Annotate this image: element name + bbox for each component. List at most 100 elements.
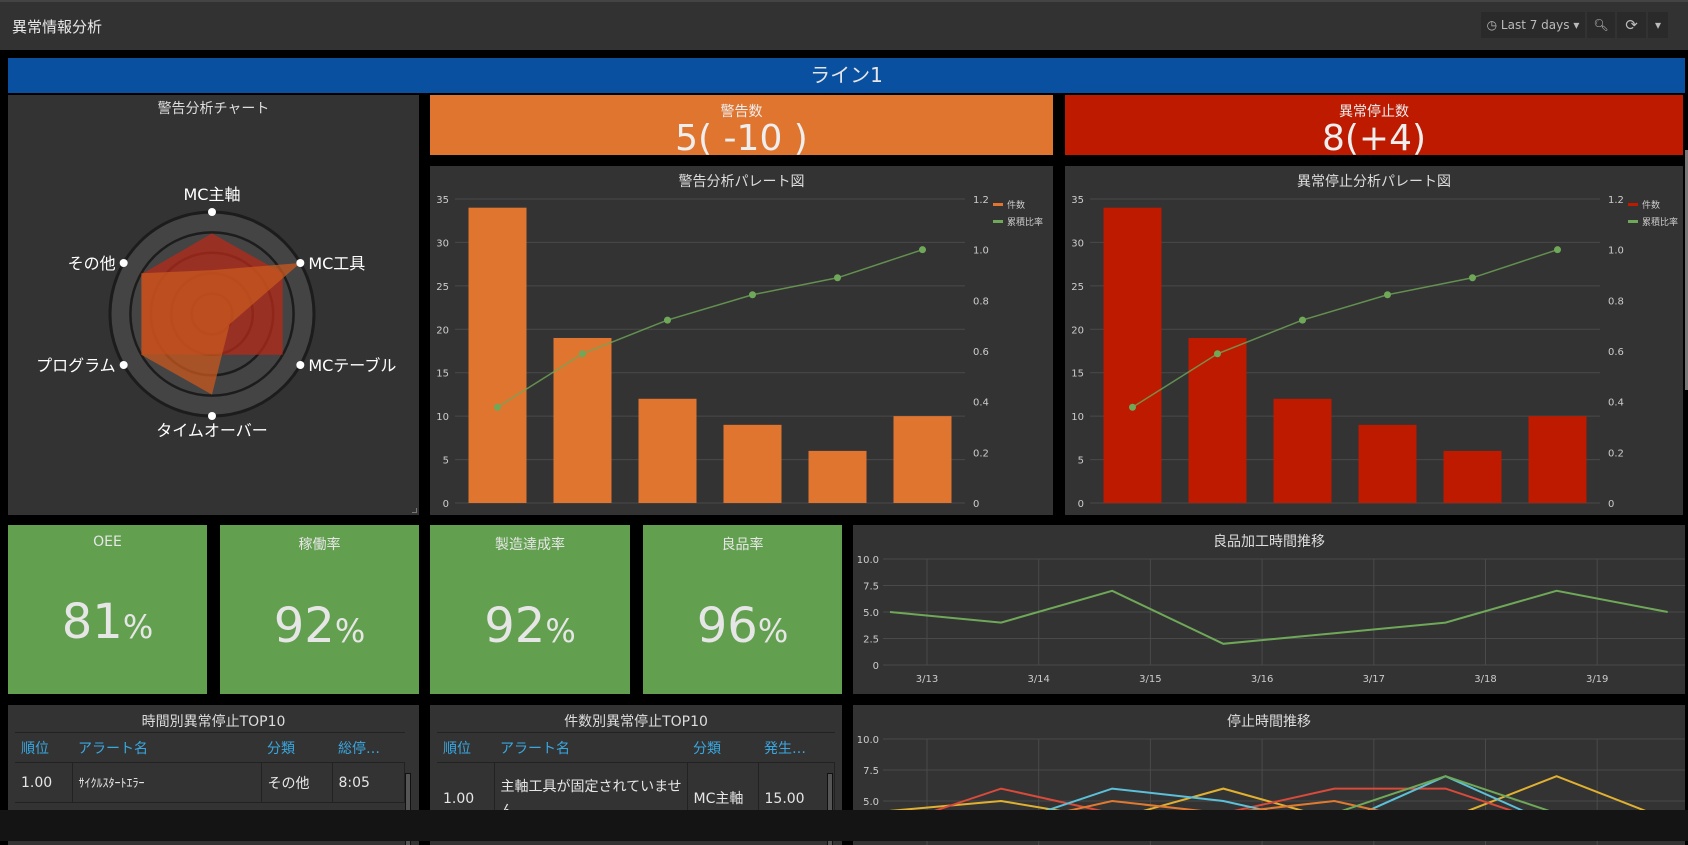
kpi-oee: OEE 81% <box>8 525 207 694</box>
legend-swatch <box>1628 203 1638 206</box>
cumulative-point <box>494 403 501 411</box>
table-row[interactable]: 1.00 ｻｲｸﾙｽﾀｰﾄｴﾗｰ その他 8:05 <box>15 762 405 803</box>
radar-axis-label: プログラム <box>36 356 116 375</box>
radar-axis-point <box>208 412 216 420</box>
y2-tick-label: 0.8 <box>973 296 989 307</box>
cumulative-point <box>1384 291 1391 299</box>
y2-tick-label: 0.8 <box>1608 296 1624 307</box>
zoom-out-icon: 🔍︎ <box>1593 18 1609 32</box>
panel-title: 停止時間推移 <box>1227 714 1311 730</box>
column-header[interactable]: 発生… <box>758 732 835 763</box>
y-tick-label: 5 <box>1078 456 1084 467</box>
legend-swatch <box>993 220 1003 223</box>
y-tick-label: 0 <box>873 661 879 672</box>
time-range-picker[interactable]: ◷ Last 7 days ▾ <box>1481 12 1585 38</box>
zoom-out-button[interactable]: 🔍︎ <box>1587 12 1615 38</box>
bar <box>808 450 867 503</box>
bar <box>1273 398 1332 503</box>
table-header: 順位 アラート名 分類 発生… <box>437 732 835 763</box>
bar <box>638 398 697 503</box>
kpi-value: 96% <box>696 598 789 654</box>
bottom-bar <box>0 810 1688 841</box>
column-header[interactable]: 分類 <box>687 732 758 763</box>
tile-label: 異常停止数 <box>1339 104 1409 120</box>
table-scrollbar[interactable] <box>827 773 833 845</box>
radar-axis-label: タイムオーバー <box>156 421 268 440</box>
column-header[interactable]: 分類 <box>261 732 332 763</box>
radar-panel: 警告分析チャート MC主軸 MC工具 MCテーブル タイムオーバー プログラム その他 <box>8 95 419 515</box>
y-tick-label: 7.5 <box>863 582 879 593</box>
good-processing-time-panel: 良品加工時間推移 0 2.5 5.0 7.5 10.0 3/13 3/14 3/15 3/16 3… <box>853 525 1685 694</box>
kpi-label: OEE <box>93 534 122 550</box>
cumulative-point <box>1299 316 1306 324</box>
radar-axis-point <box>296 259 305 267</box>
caret-down-icon: ▾ <box>1654 18 1662 32</box>
cumulative-line <box>1132 248 1558 408</box>
table-scrollbar[interactable] <box>405 773 411 845</box>
column-header[interactable]: アラート名 <box>72 732 261 763</box>
cumulative-point <box>1129 403 1136 411</box>
kpi-value: 92% <box>273 598 366 654</box>
kpi-label: 良品率 <box>721 537 764 553</box>
y2-tick-label: 1.2 <box>1608 195 1624 206</box>
cumulative-point <box>1554 246 1561 254</box>
x-tick-label: 3/19 <box>1586 674 1608 685</box>
radar-axis-point <box>296 361 305 369</box>
y-tick-label: 5 <box>443 456 449 467</box>
clock-icon: ◷ <box>1486 18 1501 32</box>
bar <box>553 337 612 503</box>
refresh-button[interactable]: ⟳ <box>1617 12 1646 38</box>
radar-axis-label: MC工具 <box>308 254 365 273</box>
panel-title: 良品加工時間推移 <box>1213 534 1325 550</box>
y-tick-label: 10.0 <box>857 735 879 746</box>
cumulative-point <box>749 291 756 299</box>
y-tick-label: 5.0 <box>863 797 879 808</box>
x-tick-label: 3/18 <box>1474 674 1496 685</box>
cumulative-point <box>1214 350 1221 358</box>
legend-label: 累積比率 <box>1007 216 1043 228</box>
y2-tick-label: 0 <box>1608 499 1614 510</box>
x-tick-label: 3/14 <box>1027 674 1049 685</box>
y-tick-label: 35 <box>436 195 449 206</box>
y2-tick-label: 0.2 <box>1608 448 1624 459</box>
y2-tick-label: 0.6 <box>973 347 989 358</box>
y2-tick-label: 1.0 <box>973 246 989 257</box>
tile-value: 5( -10 ) <box>675 118 808 159</box>
resize-handle[interactable] <box>412 508 417 513</box>
column-header[interactable]: 総停… <box>332 732 405 763</box>
cumulative-point <box>1469 274 1476 282</box>
refresh-icon: ⟳ <box>1625 16 1638 34</box>
y2-tick-label: 0.2 <box>973 448 989 459</box>
kpi-value: 92% <box>484 598 576 654</box>
radar-series-area <box>141 263 301 395</box>
page-scrollbar[interactable] <box>1685 150 1688 390</box>
y-tick-label: 20 <box>436 325 449 336</box>
bar <box>1528 416 1587 503</box>
refresh-interval-dropdown[interactable]: ▾ <box>1648 12 1668 38</box>
radar-axis-label: その他 <box>68 254 116 273</box>
y2-tick-label: 0 <box>973 499 979 510</box>
y-tick-label: 25 <box>436 282 449 293</box>
column-header[interactable]: 順位 <box>437 732 494 763</box>
column-header[interactable]: 順位 <box>15 732 72 763</box>
radar-axis-point <box>119 259 128 267</box>
y-tick-label: 7.5 <box>863 766 879 777</box>
x-tick-label: 3/16 <box>1251 674 1273 685</box>
legend-label: 件数 <box>1007 199 1025 211</box>
x-tick-label: 3/17 <box>1363 674 1385 685</box>
bar <box>1188 337 1247 503</box>
tile-value: 8(+4) <box>1321 118 1427 159</box>
y-tick-label: 5.0 <box>863 608 879 619</box>
y-tick-label: 0 <box>1078 499 1084 510</box>
y-tick-label: 10 <box>436 412 449 423</box>
line-banner: ライン1 <box>8 58 1685 93</box>
dashboard-title: 異常情報分析 <box>12 18 103 36</box>
y-tick-label: 30 <box>436 238 449 249</box>
kpi-label: 製造達成率 <box>495 537 565 553</box>
y2-tick-label: 0.4 <box>973 398 989 409</box>
warning-pareto-panel: 警告分析パレート図 0 5 10 15 20 25 30 35 0 0.2 0.4 0.6 0.8 1.0… <box>430 166 1053 515</box>
column-header[interactable]: アラート名 <box>494 732 687 763</box>
y-tick-label: 15 <box>1071 369 1084 380</box>
